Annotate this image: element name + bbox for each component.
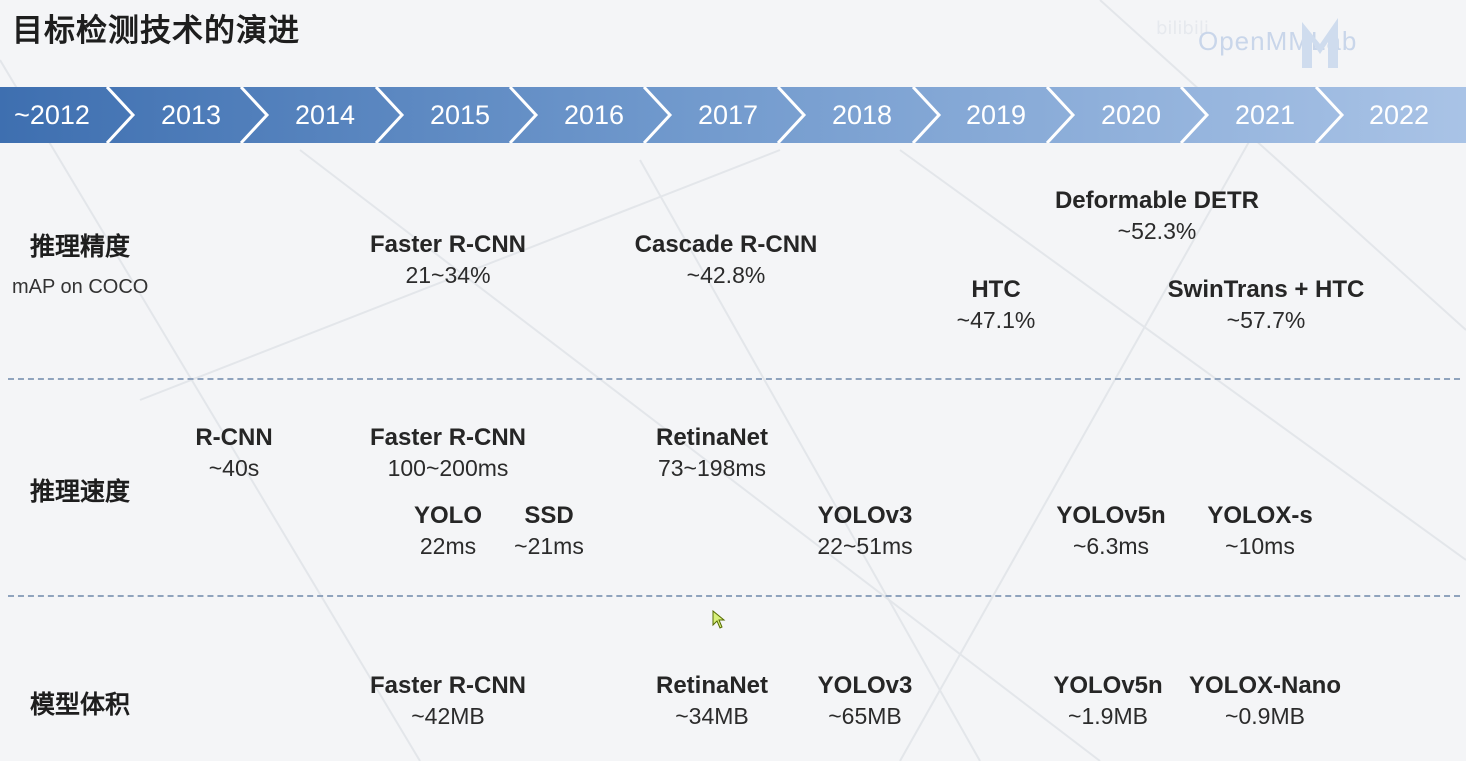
item-value: ~0.9MB: [1225, 703, 1305, 729]
logo-m-icon: [1302, 18, 1338, 68]
item-name: YOLOv5n: [1056, 502, 1166, 529]
item-name: Faster R-CNN: [369, 672, 527, 699]
item-name: RetinaNet: [655, 672, 769, 699]
speed-item-yolov3: YOLOv3 22~51ms: [817, 501, 912, 561]
year-2017: 2017: [697, 100, 759, 130]
speed-item-yolox-s: YOLOX-s ~10ms: [1207, 501, 1312, 561]
accuracy-item-swintrans-htc: SwinTrans + HTC ~57.7%: [1168, 275, 1365, 335]
year-2019: 2019: [965, 100, 1027, 130]
item-name: Faster R-CNN: [369, 231, 527, 258]
speed-item-retinanet: RetinaNet 73~198ms: [656, 423, 768, 483]
year-2018: 2018: [831, 100, 893, 130]
item-name: YOLO: [413, 502, 483, 529]
size-item-yolov3: YOLOv3 ~65MB: [818, 671, 913, 731]
item-name: SSD: [524, 502, 574, 529]
item-name: YOLOX-s: [1207, 502, 1313, 529]
item-name: YOLOv5n: [1053, 672, 1163, 699]
accuracy-item-htc: HTC ~47.1%: [957, 275, 1036, 335]
row-label-size: 模型体积: [30, 690, 131, 719]
speed-item-yolo: YOLO 22ms: [414, 501, 482, 561]
year-2012: ~2012: [14, 100, 90, 130]
timeline-bar: ~2012 2013 2014 2015 2016 2017 2018 2019…: [0, 87, 1466, 143]
slide-title: 目标检测技术的演进: [12, 13, 300, 49]
item-value: ~40s: [208, 455, 260, 481]
item-value: ~57.7%: [1226, 307, 1306, 333]
accuracy-item-deformable-detr: Deformable DETR ~52.3%: [1055, 186, 1259, 246]
item-value: ~65MB: [828, 703, 902, 729]
speed-item-ssd: SSD ~21ms: [514, 501, 584, 561]
item-value: 73~198ms: [657, 455, 767, 481]
speed-item-faster-rcnn: Faster R-CNN 100~200ms: [370, 423, 526, 483]
item-value: ~47.1%: [956, 307, 1036, 333]
item-name: R-CNN: [195, 424, 273, 451]
item-value: ~42.8%: [686, 262, 766, 288]
accuracy-item-faster-rcnn: Faster R-CNN 21~34%: [370, 230, 526, 290]
row-divider: [8, 595, 1460, 597]
item-name: Cascade R-CNN: [634, 231, 818, 258]
item-value: ~1.9MB: [1068, 703, 1148, 729]
accuracy-item-cascade-rcnn: Cascade R-CNN ~42.8%: [635, 230, 818, 290]
year-2013: 2013: [160, 100, 222, 130]
item-name: YOLOv3: [817, 502, 913, 529]
item-name: HTC: [971, 276, 1021, 303]
year-2021: 2021: [1234, 100, 1296, 130]
item-value: ~6.3ms: [1072, 533, 1150, 559]
row-label-accuracy: 推理精度: [30, 232, 131, 261]
item-value: ~10ms: [1225, 533, 1295, 559]
speed-item-rcnn: R-CNN ~40s: [195, 423, 272, 483]
item-value: ~42MB: [411, 703, 485, 729]
timeline-chevrons: [0, 87, 1466, 143]
openmmlab-logo: bilibili OpenMMLab: [1150, 12, 1450, 72]
watermark-text: bilibili: [1156, 18, 1209, 39]
item-name: YOLOv3: [817, 672, 913, 699]
item-name: RetinaNet: [655, 424, 769, 451]
row-label-speed: 推理速度: [30, 477, 131, 506]
item-name: Deformable DETR: [1054, 187, 1260, 214]
item-value: ~52.3%: [1117, 218, 1197, 244]
speed-item-yolov5n: YOLOv5n ~6.3ms: [1056, 501, 1165, 561]
item-value: 22~51ms: [817, 533, 913, 559]
item-value: ~34MB: [675, 703, 749, 729]
row-sublabel-accuracy: mAP on COCO: [12, 276, 149, 298]
item-name: SwinTrans + HTC: [1167, 276, 1365, 303]
item-name: Faster R-CNN: [369, 424, 527, 451]
row-divider: [8, 378, 1460, 380]
year-2015: 2015: [429, 100, 491, 130]
size-item-retinanet: RetinaNet ~34MB: [656, 671, 768, 731]
year-2016: 2016: [563, 100, 625, 130]
item-value: 22ms: [419, 533, 477, 559]
size-item-yolov5n: YOLOv5n ~1.9MB: [1053, 671, 1162, 731]
year-2020: 2020: [1100, 100, 1162, 130]
item-value: 21~34%: [405, 262, 491, 288]
year-2014: 2014: [294, 100, 356, 130]
item-name: YOLOX-Nano: [1188, 672, 1342, 699]
mouse-cursor-icon: [712, 610, 726, 629]
item-value: 100~200ms: [387, 455, 509, 481]
year-2022: 2022: [1368, 100, 1430, 130]
size-item-yolox-nano: YOLOX-Nano ~0.9MB: [1189, 671, 1341, 731]
item-value: ~21ms: [514, 533, 584, 559]
size-item-faster-rcnn: Faster R-CNN ~42MB: [370, 671, 526, 731]
